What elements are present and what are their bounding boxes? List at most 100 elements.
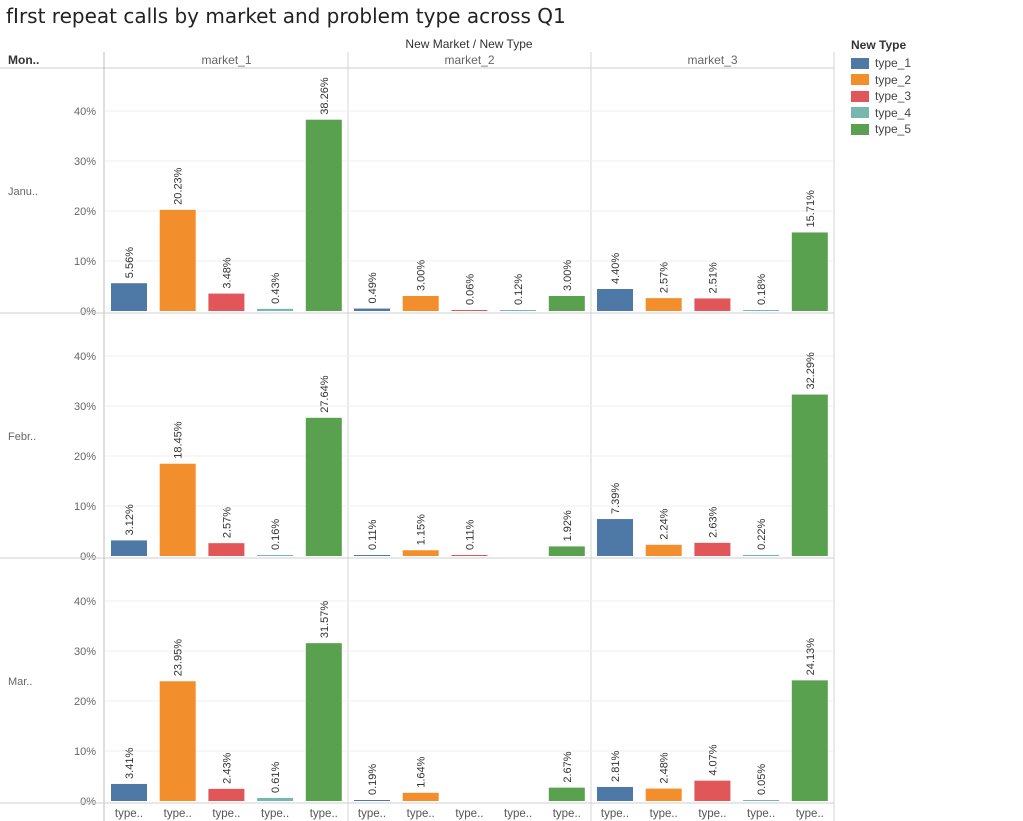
data-label: 15.71% (805, 190, 817, 228)
data-label: 3.00% (562, 260, 574, 291)
data-label: 31.57% (319, 601, 331, 639)
bar-market_3-type_4 (743, 310, 780, 311)
data-label: 27.64% (319, 375, 331, 413)
bar-market_3-type_5 (791, 680, 828, 801)
legend-item-type_4[interactable]: type_4 (851, 105, 911, 122)
y-tick-label: 20% (74, 696, 96, 708)
y-tick-label: 40% (74, 596, 96, 608)
bar-market_2-type_1 (354, 555, 390, 556)
legend-item-type_5[interactable]: type_5 (851, 121, 911, 138)
x-tick-label: type.. (601, 808, 629, 820)
bar-market_3-type_2 (645, 788, 682, 801)
row-header-month: Febr.. (8, 431, 36, 443)
bar-market_1-type_5 (305, 417, 342, 556)
legend-label: type_5 (875, 122, 912, 137)
legend-swatch (851, 123, 869, 135)
bar-market_3-type_3 (694, 780, 731, 801)
data-label: 0.05% (756, 764, 768, 795)
data-label: 0.11% (464, 519, 476, 550)
legend-item-type_3[interactable]: type_3 (851, 88, 911, 105)
x-tick-label: type.. (164, 808, 192, 820)
bar-market_2-type_5 (548, 787, 585, 801)
row-header-month: Mar.. (8, 676, 32, 688)
x-tick-label: type.. (650, 808, 678, 820)
x-tick-label: type.. (455, 808, 483, 820)
data-label: 2.51% (707, 262, 719, 293)
bar-market_3-type_1 (597, 519, 633, 556)
bar-market_1-type_5 (305, 643, 342, 801)
bar-market_3-type_1 (597, 289, 633, 311)
bar-market_2-type_2 (402, 296, 439, 311)
bar-market_3-type_4 (743, 800, 780, 801)
legend-label: type_4 (875, 105, 912, 120)
legend-swatch (851, 107, 869, 119)
bar-market_1-type_3 (208, 788, 245, 801)
bar-market_1-type_1 (111, 783, 147, 801)
row-field-header: Mon.. (8, 53, 39, 67)
chart-title: fIrst repeat calls by market and problem… (6, 4, 566, 28)
data-label: 2.43% (221, 752, 233, 783)
legend-swatch (851, 57, 869, 69)
bar-market_1-type_4 (257, 555, 294, 556)
bar-market_1-type_2 (159, 209, 196, 311)
data-label: 0.61% (270, 762, 282, 793)
bar-market_3-type_5 (791, 394, 828, 556)
market-header-market_2: market_2 (444, 53, 494, 67)
data-label: 32.29% (805, 352, 817, 390)
x-tick-label: type.. (358, 808, 386, 820)
y-tick-label: 30% (74, 646, 96, 658)
y-tick-label: 20% (74, 206, 96, 218)
data-label: 1.92% (562, 510, 574, 541)
y-tick-label: 0% (80, 306, 96, 318)
data-label: 3.00% (416, 260, 428, 291)
legend-item-type_1[interactable]: type_1 (851, 55, 911, 72)
bar-market_1-type_1 (111, 540, 147, 556)
data-label: 0.06% (464, 274, 476, 305)
bar-market_3-type_5 (791, 232, 828, 311)
data-label: 23.95% (173, 639, 185, 677)
bar-market_1-type_4 (257, 308, 294, 311)
legend-swatch (851, 90, 869, 102)
bar-market_1-type_2 (159, 681, 196, 801)
market-header-market_1: market_1 (201, 53, 251, 67)
legend-label: type_3 (875, 89, 912, 104)
data-label: 24.13% (805, 638, 817, 676)
x-tick-label: type.. (261, 808, 289, 820)
data-label: 20.23% (173, 167, 185, 205)
bar-market_2-type_2 (402, 550, 439, 556)
bar-market_3-type_4 (743, 554, 780, 556)
bar-market_1-type_2 (159, 463, 196, 556)
column-field-header: New Market / New Type (405, 37, 532, 51)
legend-label: type_1 (875, 56, 912, 71)
data-label: 0.43% (270, 272, 282, 303)
x-tick-label: type.. (504, 808, 532, 820)
bar-market_1-type_4 (257, 797, 294, 801)
market-header-market_3: market_3 (687, 53, 737, 67)
bar-market_3-type_2 (645, 298, 682, 311)
x-tick-label: type.. (407, 808, 435, 820)
bar-market_2-type_3 (451, 310, 488, 311)
x-tick-label: type.. (698, 808, 726, 820)
data-label: 3.12% (124, 504, 136, 535)
bar-market_3-type_2 (645, 544, 682, 556)
y-tick-label: 30% (74, 401, 96, 413)
y-tick-label: 40% (74, 351, 96, 363)
data-label: 2.67% (562, 751, 574, 782)
data-label: 2.63% (707, 506, 719, 537)
data-label: 2.24% (659, 508, 671, 539)
legend-label: type_2 (875, 72, 912, 87)
y-tick-label: 0% (80, 551, 96, 563)
bar-market_2-type_5 (548, 296, 585, 311)
legend-item-type_2[interactable]: type_2 (851, 72, 911, 89)
x-tick-label: type.. (796, 808, 824, 820)
bar-market_3-type_3 (694, 542, 731, 556)
bar-market_2-type_1 (354, 800, 390, 801)
data-label: 0.18% (756, 274, 768, 305)
bar-market_2-type_1 (354, 308, 390, 311)
y-tick-label: 30% (74, 156, 96, 168)
data-label: 0.22% (756, 518, 768, 549)
bar-market_1-type_5 (305, 119, 342, 311)
y-tick-label: 40% (74, 106, 96, 118)
bar-market_1-type_3 (208, 293, 245, 311)
data-label: 3.41% (124, 748, 136, 779)
